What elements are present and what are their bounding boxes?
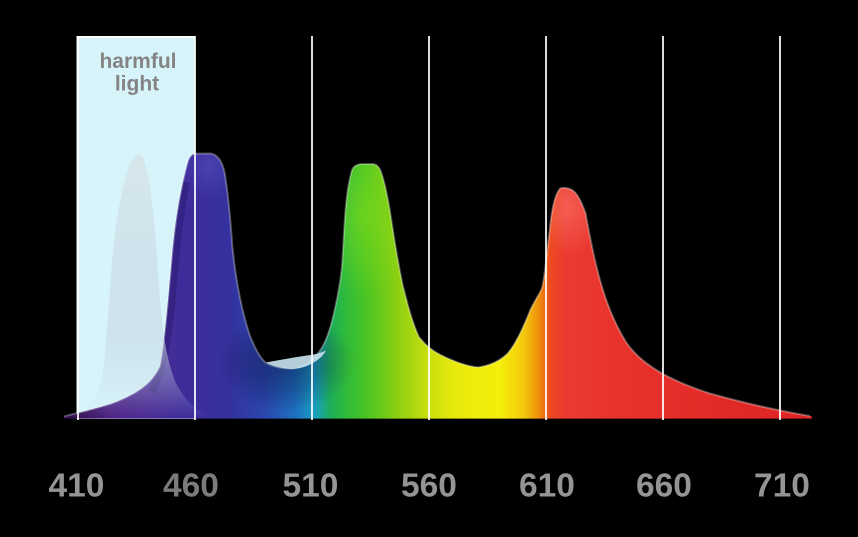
svg-text:660: 660 bbox=[636, 468, 692, 505]
svg-text:460: 460 bbox=[163, 468, 219, 505]
svg-text:light: light bbox=[115, 73, 159, 96]
svg-text:610: 610 bbox=[519, 468, 575, 505]
svg-text:710: 710 bbox=[754, 468, 810, 505]
svg-text:560: 560 bbox=[401, 468, 457, 505]
svg-text:510: 510 bbox=[283, 468, 339, 505]
svg-text:410: 410 bbox=[49, 468, 105, 505]
svg-text:harmful: harmful bbox=[99, 50, 176, 73]
